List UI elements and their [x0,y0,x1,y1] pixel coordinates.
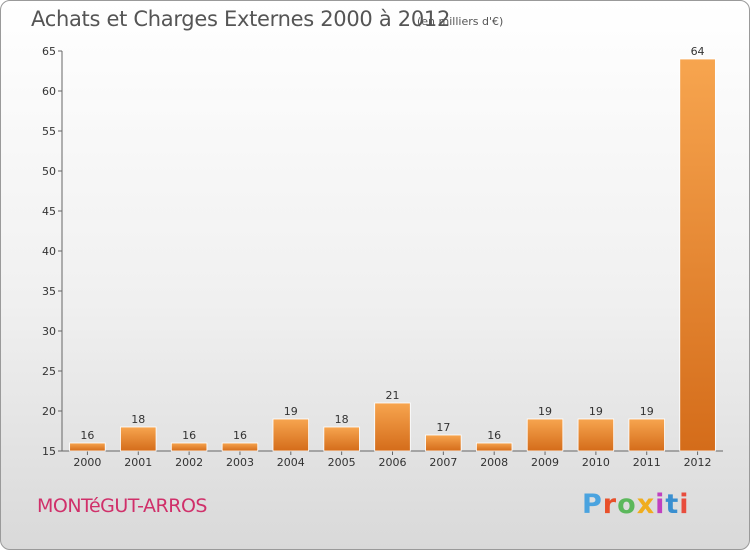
bar-value-label: 19 [538,405,552,418]
bar [425,434,462,452]
logo-letter: i [655,489,666,520]
y-tick-label: 60 [42,85,56,98]
logo-letter: o [617,489,637,520]
y-tick-label: 35 [42,285,56,298]
x-tick-label: 2007 [429,456,457,469]
bar-value-label: 17 [436,421,450,434]
bar [526,418,564,452]
y-tick-label: 20 [42,405,56,418]
y-tick-label: 40 [42,245,56,258]
bar-value-label: 21 [386,389,400,402]
bar-value-label: 16 [182,429,196,442]
bar-value-label: 16 [233,429,247,442]
x-tick-label: 2004 [277,456,305,469]
bar-value-label: 19 [589,405,603,418]
x-tick-label: 2002 [175,456,203,469]
bar [679,58,716,452]
bar-value-label: 19 [640,405,654,418]
bar [628,418,665,452]
bar [475,442,513,452]
logo-letter: i [679,489,690,520]
y-tick-label: 55 [42,125,56,138]
y-tick-label: 50 [42,165,56,178]
bar [170,442,208,452]
x-tick-label: 2003 [226,456,254,469]
x-tick-label: 2005 [328,456,356,469]
bar [120,426,157,452]
bar-value-label: 18 [335,413,349,426]
y-tick-label: 45 [42,205,56,218]
bar-value-label: 19 [284,405,298,418]
y-tick-label: 30 [42,325,56,338]
x-tick-label: 2001 [124,456,152,469]
bar [323,426,360,452]
bars [69,58,716,452]
logo-letter: P [582,489,603,520]
x-tick-label: 2011 [633,456,661,469]
logo-letter: r [602,489,618,520]
x-tick-label: 2006 [379,456,407,469]
x-tick-label: 2008 [480,456,508,469]
bar [577,418,615,452]
y-tick-label: 25 [42,365,56,378]
bar-value-label: 64 [691,45,705,58]
bar-value-label: 16 [80,429,94,442]
proxiti-logo[interactable]: Proxiti [582,489,690,520]
logo-letter: t [665,489,680,520]
logo-letter: x [636,489,656,520]
chart-subtitle: (en milliers d'€) [417,15,504,28]
y-tick-label: 15 [42,445,56,458]
y-tick-label: 65 [42,45,56,58]
chart-title: Achats et Charges Externes 2000 à 2012 [31,7,451,31]
bar [69,442,106,452]
commune-name: MONTéGUT-ARROS [37,495,207,517]
labels: 2000 16 2001 18 2002 16 2003 16 2004 19 2005 18 2006… [73,45,711,469]
bar-value-label: 16 [487,429,501,442]
bar-value-label: 18 [131,413,145,426]
x-tick-label: 2012 [684,456,712,469]
x-tick-label: 2009 [531,456,559,469]
axes: 15 20 25 30 35 40 45 50 55 60 65 [42,45,723,458]
x-tick-label: 2010 [582,456,610,469]
bar [272,418,310,452]
bar [374,402,411,452]
x-tick-label: 2000 [73,456,101,469]
bar [221,442,259,452]
